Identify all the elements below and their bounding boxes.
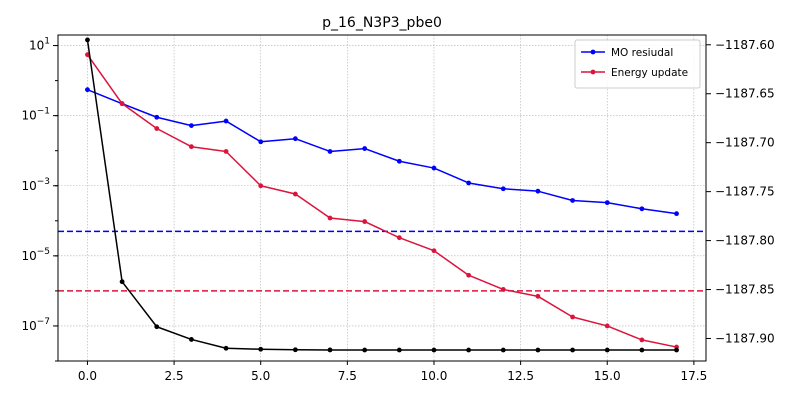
data-point xyxy=(639,206,645,212)
data-point xyxy=(223,118,229,124)
legend-swatch-marker xyxy=(590,69,596,75)
data-point xyxy=(85,87,90,93)
y-left-tick-label: 10−3 xyxy=(21,177,50,193)
plot-frame xyxy=(57,34,707,362)
data-point xyxy=(466,272,472,278)
data-point xyxy=(223,149,229,154)
data-point xyxy=(396,158,402,164)
data-point xyxy=(362,347,368,353)
legend-swatch-marker xyxy=(590,49,596,55)
data-point xyxy=(258,183,264,189)
y-axis-left: 10−7 10−5 10−3 10−1 101 xyxy=(21,37,58,362)
data-point xyxy=(500,186,506,192)
data-point xyxy=(396,235,402,241)
y-right-tick-label: −1187.90 xyxy=(715,331,775,345)
data-point xyxy=(500,347,506,353)
data-point xyxy=(396,347,402,353)
data-point xyxy=(189,123,194,129)
x-tick-label: 5.0 xyxy=(251,369,270,383)
x-tick-label: 10.0 xyxy=(421,369,448,383)
data-point xyxy=(604,323,610,329)
y-right-tick-label: −1187.65 xyxy=(715,87,775,101)
data-point xyxy=(500,287,506,292)
data-point xyxy=(292,191,298,197)
data-point xyxy=(292,136,298,142)
x-tick-label: 2.5 xyxy=(165,369,184,383)
data-point xyxy=(535,293,541,299)
data-point xyxy=(431,347,437,353)
data-point xyxy=(223,345,229,351)
data-point xyxy=(466,180,472,186)
legend: MO resiudal Energy update xyxy=(574,39,701,89)
data-point xyxy=(466,347,472,353)
data-point xyxy=(189,144,194,150)
legend-label: Energy update xyxy=(611,67,688,79)
x-tick-label: 15.0 xyxy=(594,369,621,383)
data-point xyxy=(189,337,194,342)
y-axis-right: −1187.60 −1187.65 −1187.70 −1187.75 −1187.80… xyxy=(706,38,775,345)
data-point xyxy=(535,188,541,194)
data-point xyxy=(119,279,125,285)
y-right-tick-label: −1187.80 xyxy=(715,234,775,248)
data-point xyxy=(639,337,645,343)
y-right-tick-label: −1187.85 xyxy=(715,283,775,297)
x-tick-label: 12.5 xyxy=(507,369,534,383)
data-point xyxy=(362,219,368,224)
series-line xyxy=(86,54,677,348)
data-point xyxy=(431,165,437,171)
y-left-tick-label: 10−1 xyxy=(21,107,50,123)
x-tick-label: 0.0 xyxy=(78,369,97,383)
y-left-tick-label: 10−5 xyxy=(21,247,50,263)
data-point xyxy=(119,101,125,107)
data-point xyxy=(154,324,160,330)
threshold-lines xyxy=(58,230,706,292)
data-point xyxy=(639,347,645,353)
data-point xyxy=(327,149,333,154)
data-point xyxy=(327,347,333,353)
data-point xyxy=(258,139,264,145)
data-point xyxy=(604,200,610,206)
data-point xyxy=(570,198,575,203)
data-point xyxy=(154,126,160,131)
data-point xyxy=(674,347,679,353)
data-point xyxy=(154,114,160,120)
data-point xyxy=(292,347,298,353)
legend-box xyxy=(574,39,701,89)
data-point xyxy=(362,146,368,151)
series-line xyxy=(87,89,677,215)
data-point xyxy=(570,314,575,320)
data-point xyxy=(258,346,264,352)
chart-title: p_16_N3P3_pbe0 xyxy=(322,15,442,31)
series-lines xyxy=(85,37,679,353)
x-tick-label: 17.5 xyxy=(681,369,708,383)
y-left-tick-label: 10−7 xyxy=(21,317,50,333)
data-point xyxy=(431,248,437,254)
data-point xyxy=(535,347,541,353)
y-left-tick-label: 101 xyxy=(29,37,50,53)
data-point xyxy=(604,347,610,353)
data-point xyxy=(674,211,679,217)
data-point xyxy=(85,37,90,43)
data-point xyxy=(327,215,333,221)
y-right-tick-label: −1187.70 xyxy=(715,136,775,150)
x-tick-label: 7.5 xyxy=(338,369,357,383)
y-right-tick-label: −1187.60 xyxy=(715,38,775,52)
legend-label: MO resiudal xyxy=(611,47,673,59)
series-line xyxy=(86,39,677,351)
x-axis: 0.0 2.5 5.0 7.5 10.0 12.5 15.0 17.5 xyxy=(78,361,707,383)
y-right-tick-label: −1187.75 xyxy=(715,185,775,199)
data-point xyxy=(570,347,575,353)
